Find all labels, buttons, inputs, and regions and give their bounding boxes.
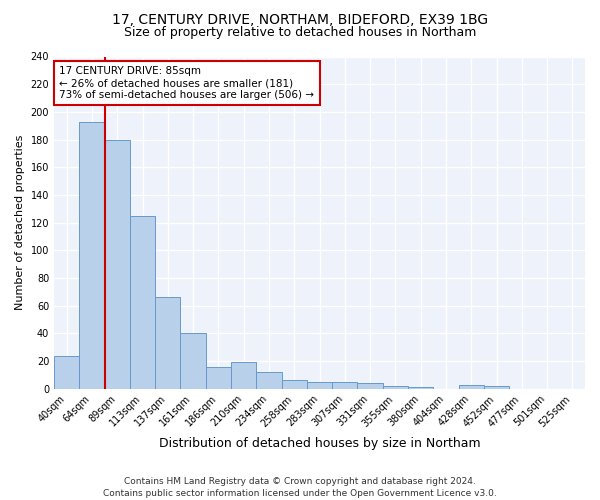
Bar: [383, 386, 408, 389]
Bar: [408, 388, 433, 389]
Y-axis label: Number of detached properties: Number of detached properties: [15, 135, 25, 310]
Bar: [231, 362, 256, 389]
Text: 17, CENTURY DRIVE, NORTHAM, BIDEFORD, EX39 1BG: 17, CENTURY DRIVE, NORTHAM, BIDEFORD, EX…: [112, 12, 488, 26]
X-axis label: Distribution of detached houses by size in Northam: Distribution of detached houses by size …: [159, 437, 481, 450]
Bar: [79, 122, 104, 389]
Text: Contains HM Land Registry data © Crown copyright and database right 2024.
Contai: Contains HM Land Registry data © Crown c…: [103, 476, 497, 498]
Bar: [332, 382, 358, 389]
Bar: [104, 140, 130, 389]
Bar: [256, 372, 281, 389]
Bar: [155, 298, 181, 389]
Text: 17 CENTURY DRIVE: 85sqm
← 26% of detached houses are smaller (181)
73% of semi-d: 17 CENTURY DRIVE: 85sqm ← 26% of detache…: [59, 66, 314, 100]
Bar: [281, 380, 307, 389]
Text: Size of property relative to detached houses in Northam: Size of property relative to detached ho…: [124, 26, 476, 39]
Bar: [181, 334, 206, 389]
Bar: [54, 356, 79, 389]
Bar: [307, 382, 332, 389]
Bar: [206, 366, 231, 389]
Bar: [130, 216, 155, 389]
Bar: [458, 384, 484, 389]
Bar: [484, 386, 509, 389]
Bar: [358, 384, 383, 389]
